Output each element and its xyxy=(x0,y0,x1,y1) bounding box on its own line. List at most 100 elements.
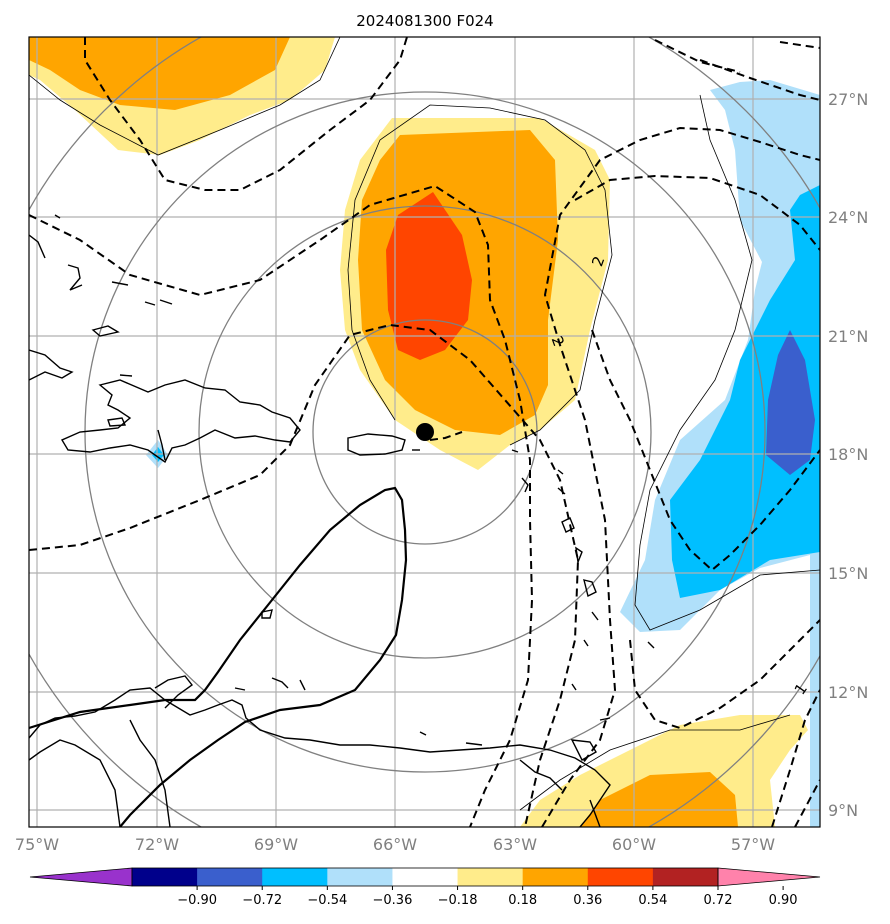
field-orange-se xyxy=(580,772,738,827)
colorbar-tick-label: −0.54 xyxy=(307,893,347,908)
colorbar-segment xyxy=(522,868,589,886)
map-frame xyxy=(28,36,821,828)
lon-label: 69°W xyxy=(254,835,298,854)
coast-lake-maracaibo xyxy=(129,719,171,827)
lat-label: 12°N xyxy=(828,683,868,702)
coast-inagua xyxy=(119,374,133,377)
thin-contour-center xyxy=(347,104,613,446)
coast-tobago xyxy=(599,717,611,721)
colorbar-tick-label: −0.18 xyxy=(438,893,478,908)
colorbar-segment xyxy=(327,868,393,886)
coast-gulf-venezuela xyxy=(154,675,194,709)
field-red-orange-center xyxy=(386,192,472,360)
colorbar-tick-label: 0.18 xyxy=(508,893,537,908)
dashed-contour-2 xyxy=(29,184,534,827)
colorbar-frame xyxy=(131,867,719,887)
coast-st-vincent xyxy=(583,639,589,647)
dashed-contour-13 xyxy=(429,431,463,441)
lat-label: 21°N xyxy=(828,327,868,346)
coast-trinidad xyxy=(570,739,597,761)
coast-st-lucia xyxy=(591,611,599,621)
dashed-contour-11 xyxy=(771,689,820,827)
coast-cuba xyxy=(29,349,74,381)
dashed-contours xyxy=(29,37,820,827)
colorbar-tick-label: 0.90 xyxy=(769,893,798,908)
lon-label: 57°W xyxy=(731,835,775,854)
lon-label: 66°W xyxy=(373,835,417,854)
coast-bahamas-6 xyxy=(54,214,61,219)
storm-center-marker xyxy=(416,423,434,441)
coast-bahamas-2 xyxy=(67,264,83,291)
coast-margarita xyxy=(465,742,483,746)
lat-label: 18°N xyxy=(828,445,868,464)
colorbar-segment xyxy=(587,868,654,886)
dashed-contour-8 xyxy=(654,39,741,73)
coastlines xyxy=(29,214,655,827)
graticule xyxy=(29,37,820,827)
colorbar-tick-label: −0.72 xyxy=(242,893,282,908)
lon-label: 75°W xyxy=(15,835,59,854)
coast-bonaire xyxy=(299,679,306,691)
track-line-west xyxy=(29,486,408,827)
lon-label: 60°W xyxy=(612,835,656,854)
latitude-labels: 27°N 24°N 21°N 18°N 15°N 12°N 9°N xyxy=(828,90,868,820)
positive-anomaly-fields xyxy=(29,37,808,827)
field-deep-sky-blue-east xyxy=(670,185,820,598)
coast-orinoco xyxy=(519,759,563,791)
colorbar-tick-label: −0.90 xyxy=(177,893,217,908)
lon-label: 72°W xyxy=(135,835,179,854)
dashed-contour-7 xyxy=(699,59,820,101)
coast-martinique xyxy=(583,579,597,598)
coast-aruba xyxy=(234,687,246,691)
field-royal-blue-east xyxy=(766,330,815,475)
colorbar-extend-high xyxy=(717,867,821,887)
coast-antigua xyxy=(557,469,564,475)
coast-south-america xyxy=(29,687,611,827)
thin-contour-east xyxy=(634,94,820,631)
lat-label: 27°N xyxy=(828,90,868,109)
map-title: 2024081300 F024 xyxy=(356,12,493,30)
colorbar-tick-label: 0.54 xyxy=(638,893,667,908)
colorbar-segment xyxy=(262,868,328,886)
colorbar-segment xyxy=(457,868,524,886)
colorbar-tick-label: 0.72 xyxy=(704,893,733,908)
longitude-labels: 75°W 72°W 69°W 66°W 63°W 60°W 57°W xyxy=(15,835,775,854)
coast-colombia xyxy=(29,739,121,827)
coast-leeward-1 xyxy=(511,449,519,453)
field-light-yellow-se xyxy=(520,715,808,827)
dashed-contour-6 xyxy=(574,174,820,251)
colorbar-tick-label: −0.36 xyxy=(373,893,413,908)
lon-label: 63°W xyxy=(493,835,537,854)
dashed-contour-1 xyxy=(84,37,408,191)
lat-label: 15°N xyxy=(828,564,868,583)
coast-leeward-3 xyxy=(557,487,566,495)
dashed-contour-10 xyxy=(629,619,820,730)
coast-hispaniola xyxy=(60,379,301,464)
lat-label: 24°N xyxy=(828,208,868,227)
coast-bahamas-1 xyxy=(29,234,46,259)
colorbar-tick-label: 0.36 xyxy=(573,893,602,908)
colorbar-segment xyxy=(652,868,719,886)
colorbar-segment xyxy=(132,868,198,886)
coast-turks xyxy=(91,325,120,337)
coast-guadeloupe xyxy=(561,517,575,533)
thin-contour-se xyxy=(519,714,791,811)
dashed-contour-12 xyxy=(794,779,820,827)
track-lines xyxy=(29,486,408,827)
map-area: 2 2 1 xyxy=(29,37,820,827)
colorbar-segment xyxy=(392,868,459,886)
colorbar: −0.90 −0.72 −0.54 −0.36 −0.18 0.18 0.36 0.54 0.7… xyxy=(29,867,821,908)
dashed-contour-4 xyxy=(541,126,820,827)
lat-label: 9°N xyxy=(828,801,858,820)
coast-leeward-2 xyxy=(521,477,529,493)
coast-guyana xyxy=(589,799,601,827)
thin-contour-nw xyxy=(29,37,341,156)
coast-curacao xyxy=(271,677,289,689)
dashed-contour-5 xyxy=(591,329,820,572)
field-orange-nw xyxy=(29,37,290,110)
coast-bahamas-4 xyxy=(144,301,156,306)
coast-dominica xyxy=(575,546,583,565)
coast-hispaniola-border xyxy=(157,429,166,461)
dashed-contour-3 xyxy=(29,323,580,827)
coast-gonave xyxy=(107,417,127,427)
